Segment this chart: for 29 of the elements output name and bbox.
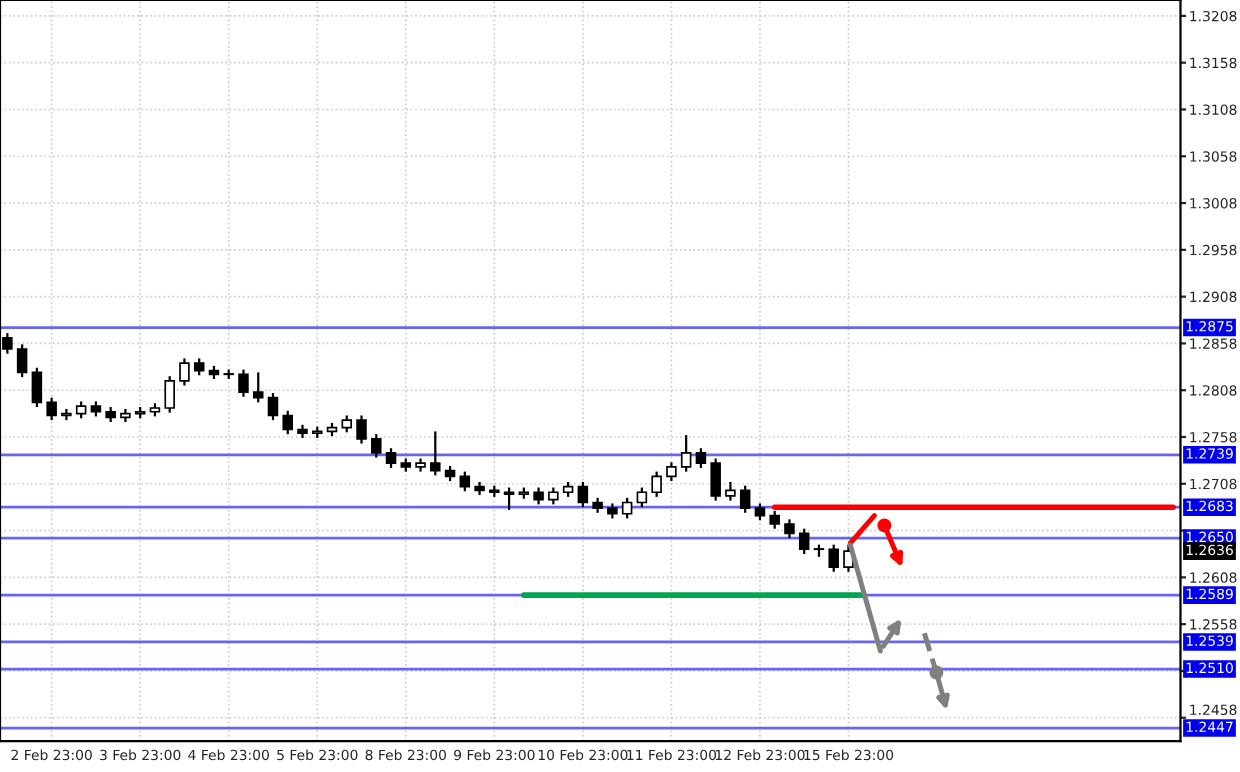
candlestick	[46, 396, 57, 422]
candlestick	[798, 527, 810, 556]
candlestick	[61, 407, 72, 422]
candlestick	[385, 447, 397, 469]
candlestick	[371, 433, 382, 459]
candlestick	[577, 480, 589, 509]
candlestick	[680, 434, 692, 473]
candlestick	[725, 480, 736, 502]
candlestick	[710, 457, 721, 502]
candlestick	[651, 470, 662, 498]
candlestick	[459, 470, 471, 493]
candlestick	[31, 366, 43, 409]
candlestick	[252, 371, 264, 404]
candlestick	[430, 430, 441, 477]
candlestick	[666, 461, 677, 483]
candlestick	[503, 486, 515, 512]
candlestick	[828, 543, 839, 573]
candlestick	[267, 391, 279, 422]
candlestick	[621, 496, 633, 520]
candlestick	[356, 414, 367, 445]
candlestick	[784, 518, 795, 540]
candlestick	[179, 357, 190, 387]
candlestick	[238, 368, 249, 398]
candlestick	[739, 484, 751, 514]
candlestick	[636, 486, 648, 509]
candlestick	[164, 375, 175, 414]
candlestick	[16, 343, 28, 379]
candlestick	[282, 409, 294, 436]
candlestick	[695, 447, 707, 469]
